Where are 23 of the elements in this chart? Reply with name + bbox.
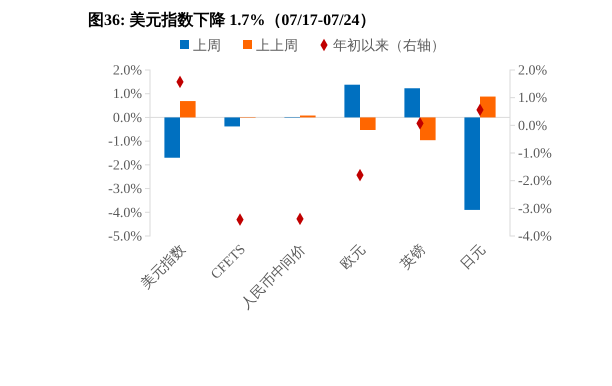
x-tick-label: 日元: [458, 242, 489, 273]
y2-tick-label: -4.0%: [518, 229, 552, 244]
legend-label: 年初以来（右轴）: [333, 38, 445, 54]
y2-tick-label: -2.0%: [518, 174, 552, 190]
y-tick-label: 1.0%: [112, 87, 142, 102]
y-tick-label: -1.0%: [108, 134, 142, 150]
y2-tick-label: 1.0%: [518, 91, 548, 106]
y2-tick-label: -3.0%: [518, 202, 552, 217]
legend-label: 上上周: [256, 38, 298, 54]
y-tick-label: 2.0%: [112, 63, 142, 78]
y-tick-label: -2.0%: [108, 158, 142, 174]
y-tick-label: -4.0%: [108, 206, 142, 221]
x-tick-label: 英镑: [398, 242, 429, 273]
x-tick-label: 美元指数: [138, 242, 189, 292]
chart-title: 图36: 美元指数下降 1.7%（07/17-07/24）: [88, 10, 376, 29]
y2-tick-label: 2.0%: [518, 63, 548, 78]
y2-tick-label: -1.0%: [518, 146, 552, 162]
y-tick-label: -5.0%: [108, 229, 142, 244]
y2-tick-label: 0.0%: [518, 118, 548, 134]
legend-label: 上周: [193, 38, 221, 54]
y-tick-label: -3.0%: [108, 182, 142, 198]
y-tick-label: 0.0%: [112, 110, 142, 126]
x-tick-label: 欧元: [338, 242, 369, 273]
